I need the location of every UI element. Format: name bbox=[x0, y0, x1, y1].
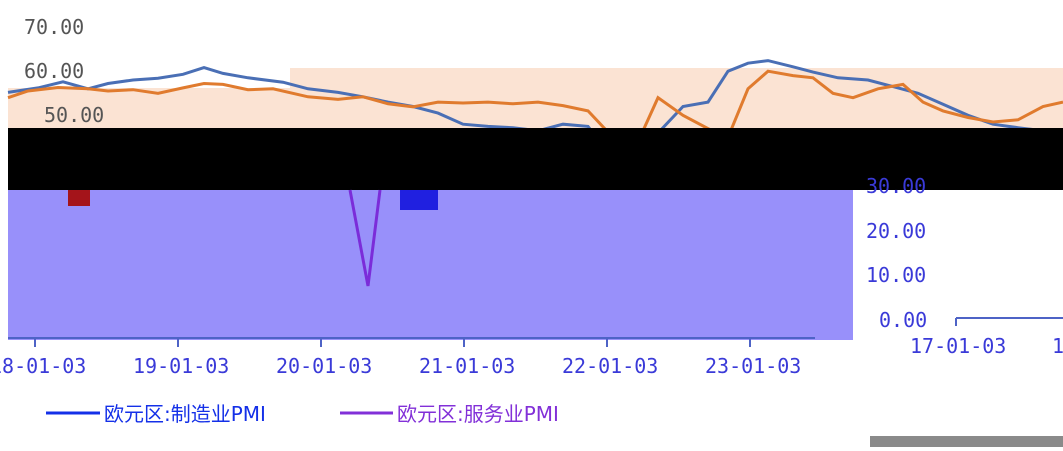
legend-label-services: 欧元区:服务业PMI bbox=[397, 402, 559, 426]
services-pmi-line bbox=[7, 69, 1063, 144]
bottom-panel-background-left bbox=[8, 210, 438, 338]
inset-panel: 30.00 20.00 10.00 0.00 17-01-03 1 bbox=[866, 174, 1063, 358]
black-band-upper bbox=[8, 128, 1063, 190]
inset-y-tick-label: 20.00 bbox=[866, 219, 926, 243]
pixel-noise bbox=[400, 190, 438, 210]
band-area bbox=[8, 88, 1063, 133]
inset-x-tick-label: 1 bbox=[1052, 334, 1063, 358]
inset-y-tick-label: 0.00 bbox=[879, 308, 927, 332]
top-panel: 70.00 60.00 50.00 bbox=[7, 15, 1063, 194]
top-y-tick-label: 50.00 bbox=[44, 103, 104, 127]
bottom-x-tick-label: 20-01-03 bbox=[276, 354, 372, 378]
bottom-x-tick-label: 18-01-03 bbox=[0, 354, 86, 378]
inset-y-tick-label: 30.00 bbox=[866, 174, 926, 198]
bottom-x-tick-label: 22-01-03 bbox=[562, 354, 658, 378]
legend-label-manufacturing: 欧元区:制造业PMI bbox=[104, 402, 266, 426]
service-pmi-dip bbox=[348, 189, 382, 287]
inset-x-tick-label: 17-01-03 bbox=[910, 334, 1006, 358]
bottom-x-tick-label: 19-01-03 bbox=[133, 354, 229, 378]
bottom-x-tick-label: 21-01-03 bbox=[419, 354, 515, 378]
corner-artifact bbox=[870, 436, 1063, 447]
bottom-panel: 18-01-03 19-01-03 20-01-03 21-01-03 22-01-03… bbox=[0, 189, 853, 378]
band-top-step bbox=[290, 68, 1063, 90]
bottom-x-tick-label: 23-01-03 bbox=[705, 354, 801, 378]
inset-y-tick-label: 10.00 bbox=[866, 263, 926, 287]
top-y-tick-label: 70.00 bbox=[24, 15, 84, 39]
bottom-x-ticks: 18-01-03 19-01-03 20-01-03 21-01-03 22-01-03… bbox=[0, 338, 801, 378]
top-lines-group bbox=[7, 59, 1063, 194]
pixel-noise bbox=[68, 190, 90, 206]
legend: 欧元区:制造业PMI 欧元区:服务业PMI bbox=[46, 402, 559, 426]
top-y-tick-label: 60.00 bbox=[24, 59, 84, 83]
